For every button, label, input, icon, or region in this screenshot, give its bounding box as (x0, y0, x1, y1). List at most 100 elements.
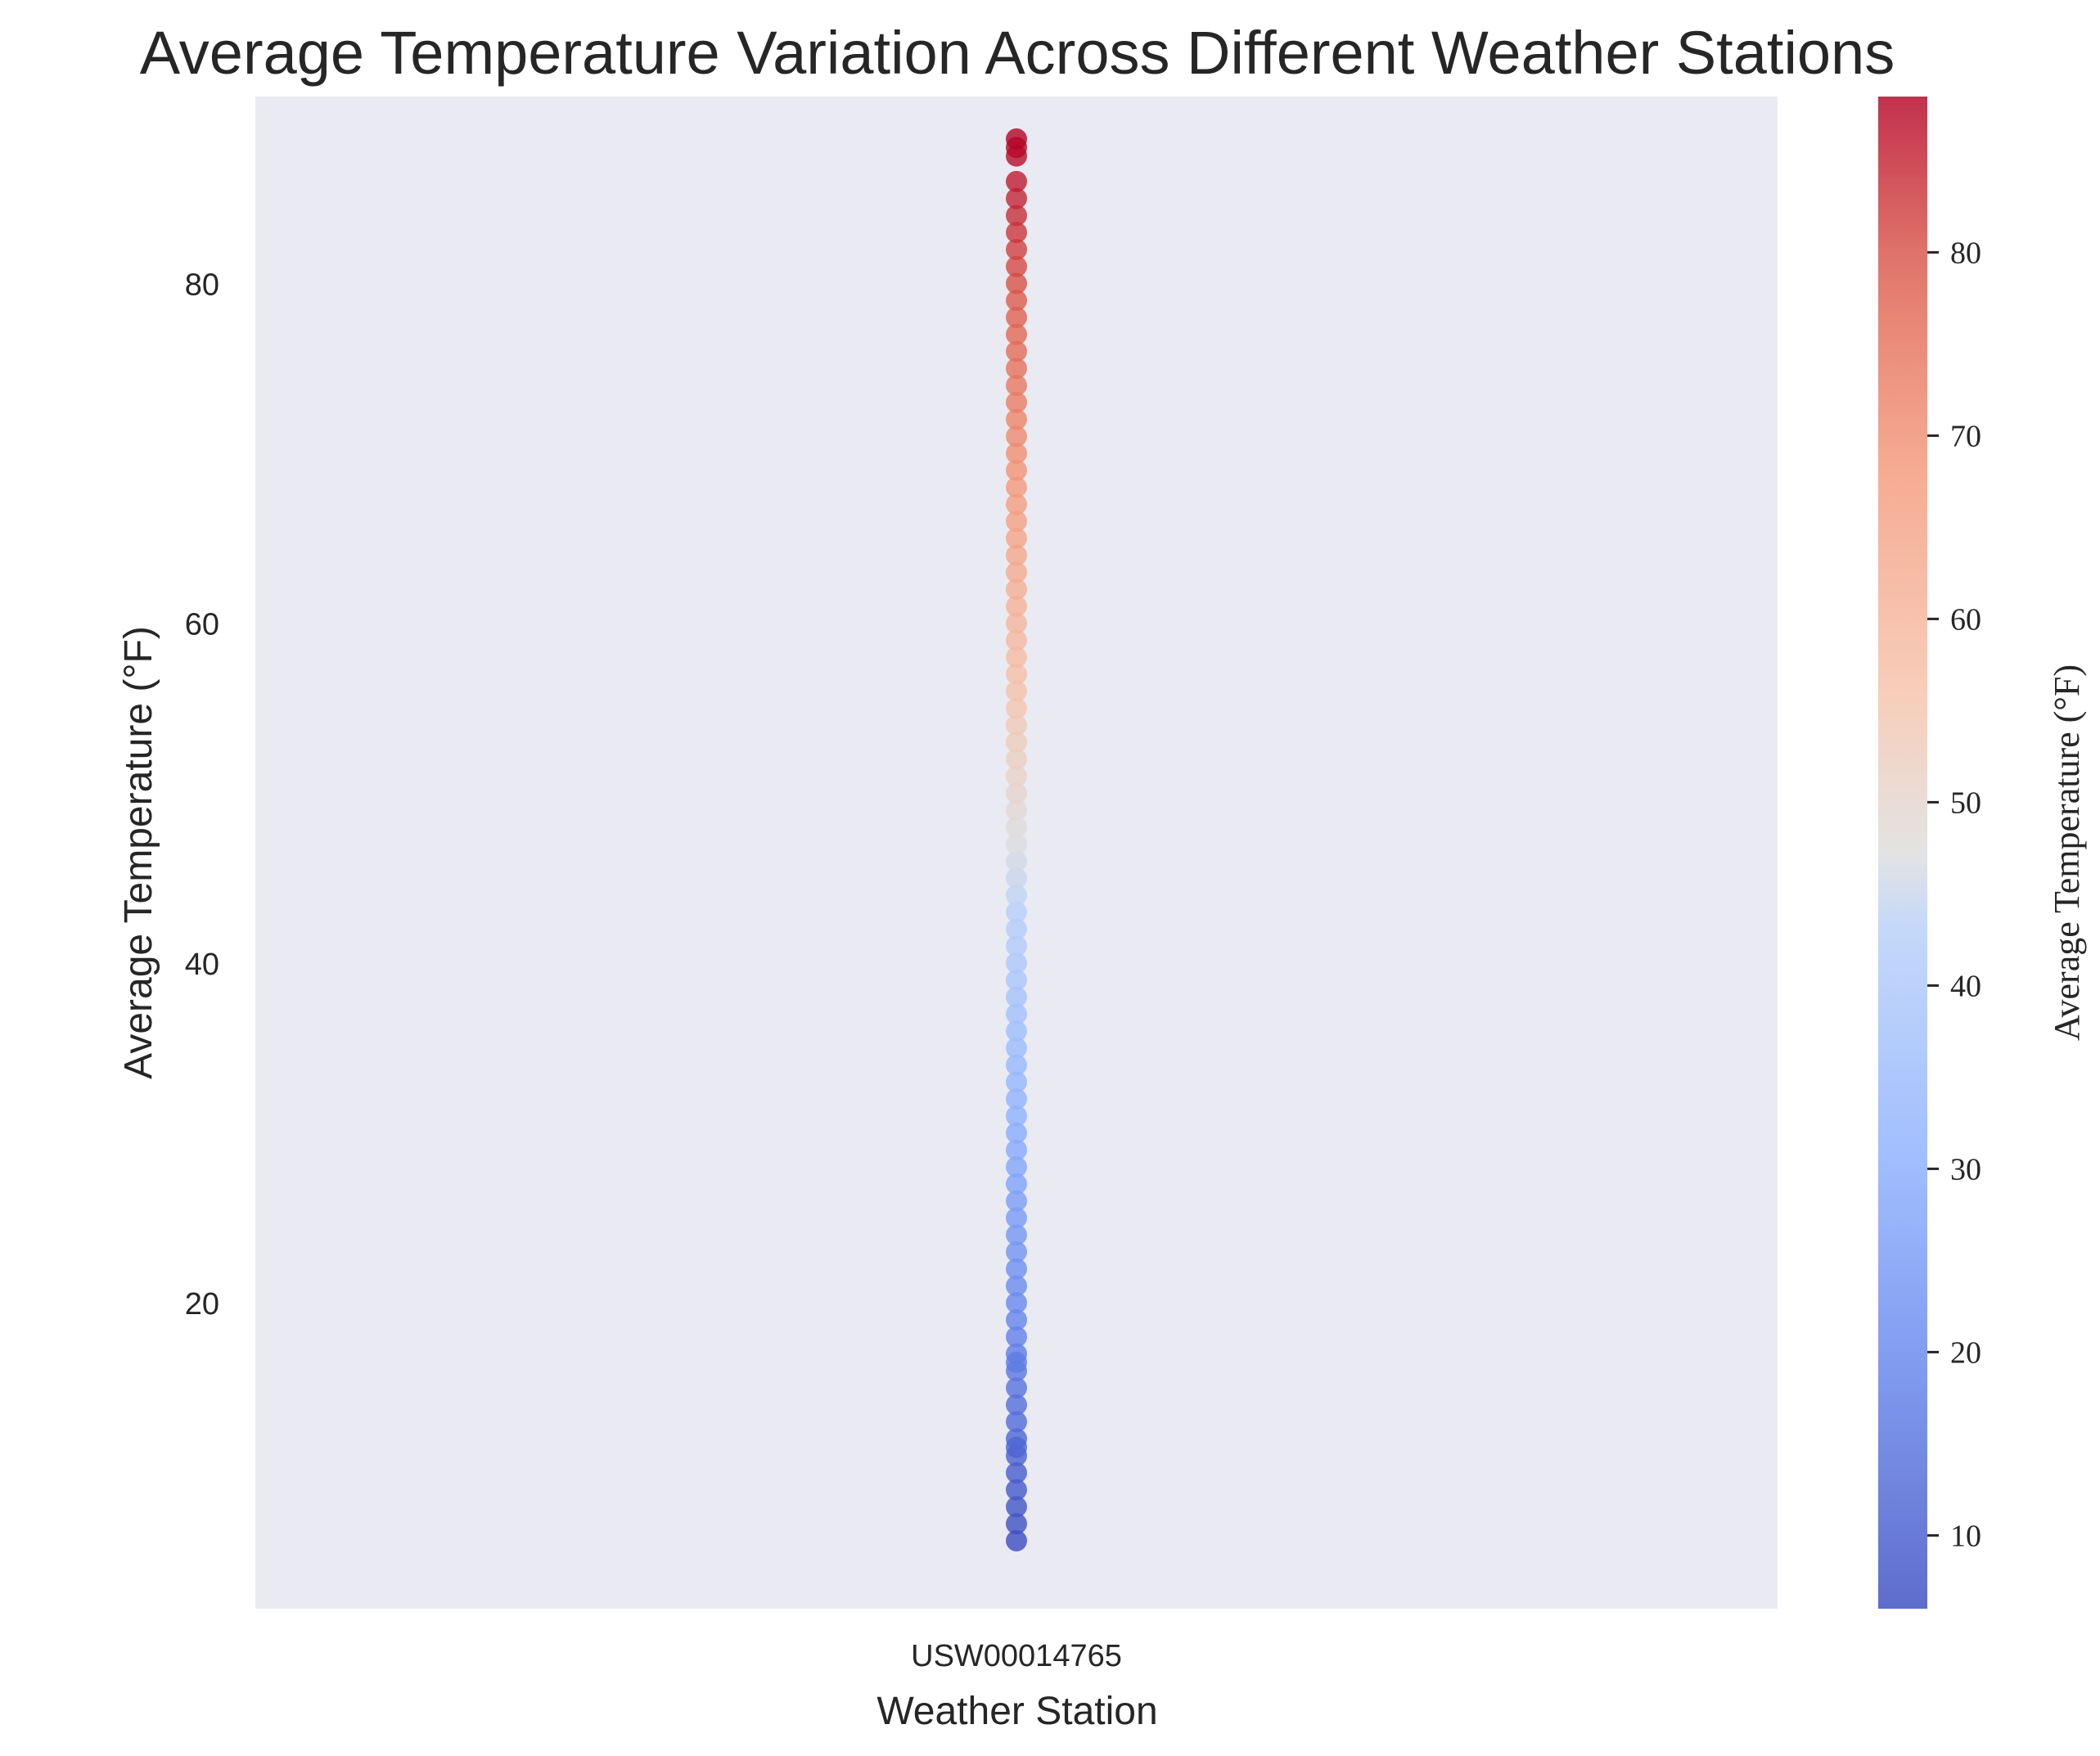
data-point (1006, 663, 1027, 685)
data-point (1006, 1003, 1027, 1025)
data-point (1006, 391, 1027, 413)
data-point (1006, 476, 1027, 498)
data-point (1006, 1461, 1027, 1484)
data-point (1006, 323, 1027, 345)
data-point (1006, 1292, 1027, 1314)
data-point (1006, 782, 1027, 804)
colorbar-tick-label: 50 (1950, 786, 1981, 820)
data-point (1006, 850, 1027, 872)
data-point (1006, 1139, 1027, 1161)
data-point (1006, 952, 1027, 974)
data-point (1006, 561, 1027, 583)
data-point (1006, 443, 1027, 465)
data-point (1006, 1105, 1027, 1127)
data-point (1006, 646, 1027, 669)
colorbar-ticks: 10 20 30 40 50 60 70 80 (1927, 236, 1981, 1553)
data-point (1006, 425, 1027, 448)
data-point (1006, 1156, 1027, 1178)
data-point (1006, 493, 1027, 516)
data-point (1006, 969, 1027, 991)
y-tick-label: 80 (185, 268, 219, 302)
data-point (1006, 1037, 1027, 1059)
data-point (1006, 1377, 1027, 1399)
data-point (1006, 1326, 1027, 1348)
chart-title: Average Temperature Variation Across Dif… (140, 19, 1895, 87)
y-axis-ticks: 20 40 60 80 (185, 268, 219, 1322)
data-point (1006, 1173, 1027, 1195)
data-point (1006, 714, 1027, 736)
data-point (1006, 1496, 1027, 1518)
data-point (1006, 1275, 1027, 1297)
data-point (1006, 238, 1027, 260)
data-point (1006, 340, 1027, 362)
data-point (1006, 732, 1027, 754)
data-point (1006, 272, 1027, 295)
data-point (1006, 170, 1027, 192)
x-axis-label: Weather Station (877, 1690, 1157, 1733)
data-point (1006, 1513, 1027, 1535)
data-point (1006, 205, 1027, 227)
data-point (1006, 358, 1027, 380)
data-point (1006, 901, 1027, 923)
data-point (1006, 680, 1027, 702)
data-point (1006, 765, 1027, 787)
data-point (1006, 816, 1027, 838)
y-tick-label: 40 (185, 948, 219, 982)
data-point (1006, 290, 1027, 312)
colorbar-tick-label: 20 (1950, 1335, 1981, 1370)
data-points (1006, 128, 1027, 1551)
colorbar-gradient (1878, 97, 1927, 1609)
data-point (1006, 935, 1027, 957)
data-point (1006, 527, 1027, 549)
data-point (1006, 1529, 1027, 1551)
data-point (1006, 799, 1027, 822)
colorbar-label: Average Temperature (°F) (2047, 664, 2087, 1041)
y-tick-label: 60 (185, 608, 219, 642)
data-point (1006, 884, 1027, 906)
colorbar-tick-label: 80 (1950, 236, 1981, 270)
data-point (1006, 612, 1027, 634)
data-point (1006, 187, 1027, 209)
data-point (1006, 306, 1027, 328)
colorbar-tick-label: 40 (1950, 969, 1981, 1003)
colorbar-tick-label: 70 (1950, 419, 1981, 453)
data-point (1006, 986, 1027, 1008)
data-point (1006, 544, 1027, 566)
data-point (1006, 1224, 1027, 1246)
data-point (1006, 595, 1027, 617)
data-point (1006, 511, 1027, 533)
colorbar-tick-label: 60 (1950, 602, 1981, 637)
colorbar-tick-label: 10 (1950, 1519, 1981, 1553)
data-point (1006, 629, 1027, 651)
data-point (1006, 697, 1027, 719)
data-point (1006, 1479, 1027, 1501)
data-point (1006, 1428, 1027, 1450)
data-point (1006, 1122, 1027, 1144)
data-point (1006, 128, 1027, 150)
data-point (1006, 579, 1027, 601)
data-point (1006, 374, 1027, 396)
data-point (1006, 918, 1027, 940)
data-point (1006, 255, 1027, 277)
x-axis-ticks: USW00014765 (911, 1639, 1122, 1673)
data-point (1006, 1088, 1027, 1110)
data-point (1006, 1190, 1027, 1212)
data-point (1006, 1054, 1027, 1076)
data-point (1006, 408, 1027, 430)
data-point (1006, 867, 1027, 889)
x-tick-label: USW00014765 (911, 1639, 1122, 1673)
data-point (1006, 833, 1027, 855)
data-point (1006, 1343, 1027, 1365)
data-point (1006, 1207, 1027, 1229)
y-axis-label: Average Temperature (°F) (117, 626, 160, 1079)
data-point (1006, 1394, 1027, 1416)
data-point (1006, 1411, 1027, 1433)
colorbar: 10 20 30 40 50 60 70 80 Average Temperature (°F… (1878, 97, 2087, 1609)
data-point (1006, 1258, 1027, 1280)
data-point (1006, 748, 1027, 770)
data-point (1006, 1020, 1027, 1042)
data-point (1006, 459, 1027, 481)
y-tick-label: 20 (185, 1287, 219, 1322)
data-point (1006, 222, 1027, 244)
